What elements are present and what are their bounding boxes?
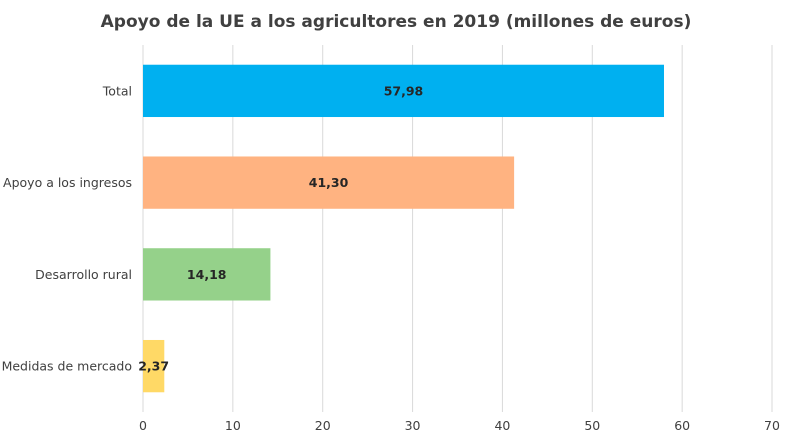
category-label: Total bbox=[102, 83, 132, 98]
data-label: 41,30 bbox=[309, 175, 349, 190]
data-label: 14,18 bbox=[187, 267, 227, 282]
data-label: 2,37 bbox=[138, 359, 169, 374]
x-tick-label: 30 bbox=[405, 418, 421, 433]
category-label: Apoyo a los ingresos bbox=[3, 175, 132, 190]
x-tick-label: 0 bbox=[139, 418, 147, 433]
x-tick-label: 50 bbox=[584, 418, 600, 433]
chart-title: Apoyo de la UE a los agricultores en 201… bbox=[101, 12, 692, 32]
bar bbox=[143, 248, 271, 301]
data-label: 57,98 bbox=[384, 83, 424, 98]
bar bbox=[143, 156, 515, 209]
category-label: Medidas de mercado bbox=[2, 359, 132, 374]
x-tick-label: 40 bbox=[494, 418, 510, 433]
x-tick-label: 10 bbox=[225, 418, 241, 433]
x-tick-label: 60 bbox=[674, 418, 690, 433]
x-tick-label: 70 bbox=[764, 418, 780, 433]
bar bbox=[143, 64, 664, 118]
category-label: Desarrollo rural bbox=[35, 267, 132, 282]
data-labels: 57,98 41,30 14,18 2,37 bbox=[138, 83, 423, 373]
category-labels: Total Apoyo a los ingresos Desarrollo rura… bbox=[2, 83, 132, 373]
x-tick-label: 20 bbox=[315, 418, 331, 433]
bar bbox=[143, 339, 165, 393]
x-axis-ticks: 0 10 20 30 40 50 60 70 bbox=[139, 418, 780, 433]
bars bbox=[143, 64, 664, 393]
